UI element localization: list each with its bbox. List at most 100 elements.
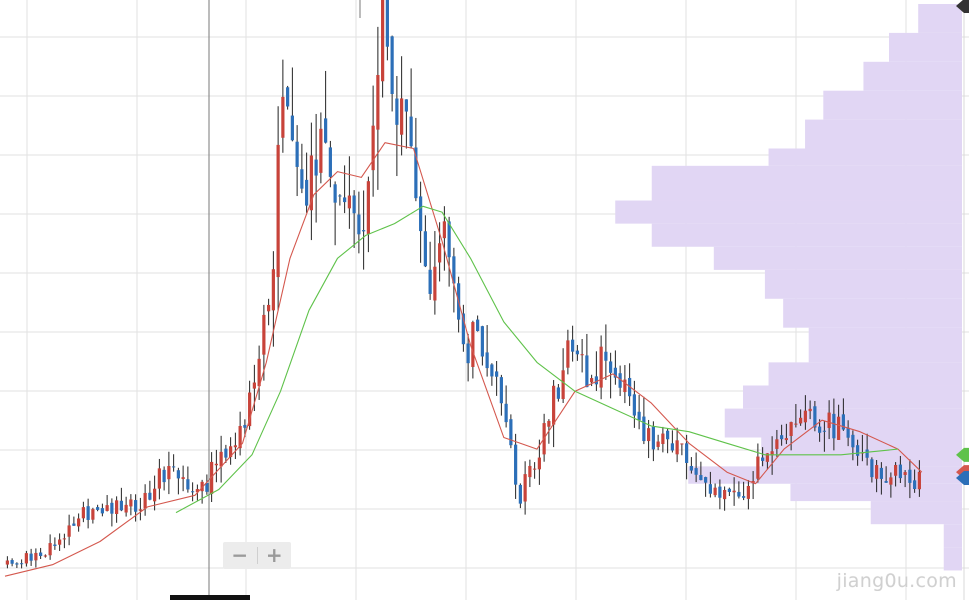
candlestick[interactable] [585, 333, 589, 388]
candlestick[interactable] [713, 483, 717, 498]
candlestick[interactable] [385, 0, 389, 61]
candlestick[interactable] [808, 400, 812, 420]
candlestick[interactable] [381, 0, 385, 98]
price-marker-green[interactable] [956, 447, 969, 462]
candlestick[interactable] [176, 467, 180, 495]
candlestick[interactable] [34, 548, 38, 568]
candlestick[interactable] [233, 432, 237, 460]
candlestick[interactable] [604, 324, 608, 380]
candlestick[interactable] [575, 344, 579, 361]
candlestick[interactable] [851, 430, 855, 461]
candlestick[interactable] [637, 394, 641, 430]
candlestick[interactable] [751, 471, 755, 500]
candlestick[interactable] [628, 363, 632, 406]
zoom-in-button[interactable]: + [257, 542, 291, 569]
candlestick[interactable] [699, 461, 703, 481]
candlestick[interactable] [371, 85, 375, 197]
candlestick[interactable] [689, 457, 693, 474]
candlestick[interactable] [200, 479, 204, 504]
candlestick[interactable] [86, 498, 90, 529]
candlestick[interactable] [324, 70, 328, 144]
candlestick[interactable] [732, 477, 736, 506]
candlestick[interactable] [556, 383, 560, 402]
candlestick[interactable] [129, 494, 133, 516]
candlestick[interactable] [780, 424, 784, 446]
candlestick[interactable] [552, 380, 556, 448]
candlestick[interactable] [281, 59, 285, 153]
candlestick[interactable] [295, 125, 299, 197]
candlestick[interactable] [110, 498, 114, 527]
candlestick[interactable] [229, 437, 233, 465]
candlestick[interactable] [775, 429, 779, 457]
candlestick[interactable] [376, 26, 380, 190]
price-marker-layer[interactable] [956, 0, 969, 485]
candlestick[interactable] [305, 152, 309, 213]
candlestick[interactable] [647, 419, 651, 459]
candlestick[interactable] [566, 329, 570, 375]
candlestick[interactable] [43, 554, 47, 558]
candlestick[interactable] [841, 398, 845, 431]
candlestick[interactable] [172, 454, 176, 472]
candlestick[interactable] [248, 380, 252, 430]
candlestick[interactable] [400, 56, 404, 156]
candlestick[interactable] [499, 374, 503, 416]
candlestick[interactable] [414, 117, 418, 202]
candlestick[interactable] [533, 462, 537, 479]
candlestick[interactable] [10, 558, 14, 567]
candlestick[interactable] [314, 113, 318, 223]
candlestick[interactable] [167, 451, 171, 495]
candlestick[interactable] [642, 396, 646, 445]
candlestick[interactable] [148, 480, 152, 501]
candlestick[interactable] [338, 194, 342, 206]
candlestick[interactable] [561, 348, 565, 404]
candlestick[interactable] [124, 496, 128, 517]
candlestick[interactable] [181, 465, 185, 492]
candlestick[interactable] [20, 559, 24, 569]
candlestick[interactable] [390, 35, 394, 112]
candlestick[interactable] [737, 481, 741, 499]
candlestick[interactable] [727, 487, 731, 497]
candlestick[interactable] [39, 547, 43, 559]
candlestick[interactable] [685, 434, 689, 480]
candlestick[interactable] [898, 455, 902, 484]
candlestick[interactable] [224, 444, 228, 463]
candlestick[interactable] [632, 380, 636, 428]
candlestick[interactable] [495, 361, 499, 396]
candlestick[interactable] [286, 85, 290, 110]
candlestick[interactable] [704, 476, 708, 497]
candlestick[interactable] [466, 333, 470, 382]
candlestick[interactable] [618, 365, 622, 397]
candlestick[interactable] [903, 470, 907, 488]
candlestick[interactable] [105, 495, 109, 512]
candlestick[interactable] [404, 99, 408, 149]
candlestick[interactable] [290, 67, 294, 142]
candlestick[interactable] [770, 436, 774, 475]
candlestick[interactable] [24, 550, 28, 567]
candlestick[interactable] [328, 140, 332, 188]
candlestick[interactable] [262, 304, 266, 381]
candlestick[interactable] [879, 462, 883, 495]
candlestick[interactable] [191, 482, 195, 502]
candlestick[interactable] [571, 325, 575, 362]
candlestick[interactable] [409, 68, 413, 149]
candlestick[interactable] [818, 419, 822, 442]
candlestick[interactable] [333, 181, 337, 246]
candlestick[interactable] [827, 400, 831, 440]
candlestick[interactable] [257, 345, 261, 400]
candlestick[interactable] [509, 414, 513, 449]
candlestick[interactable] [765, 453, 769, 470]
candlestick[interactable] [115, 496, 119, 523]
candlestick[interactable] [72, 516, 76, 526]
candlestick[interactable] [784, 423, 788, 445]
candlestick[interactable] [675, 427, 679, 463]
candlestick[interactable] [523, 461, 527, 515]
candlestick[interactable] [433, 231, 437, 315]
candlestick[interactable] [913, 469, 917, 493]
candlestick[interactable] [789, 421, 793, 451]
candlestick[interactable] [452, 247, 456, 313]
candlestick[interactable] [623, 365, 627, 404]
candlestick[interactable] [670, 430, 674, 453]
candlestick[interactable] [480, 325, 484, 366]
candlestick[interactable] [77, 513, 81, 532]
candlestick[interactable] [875, 460, 879, 493]
